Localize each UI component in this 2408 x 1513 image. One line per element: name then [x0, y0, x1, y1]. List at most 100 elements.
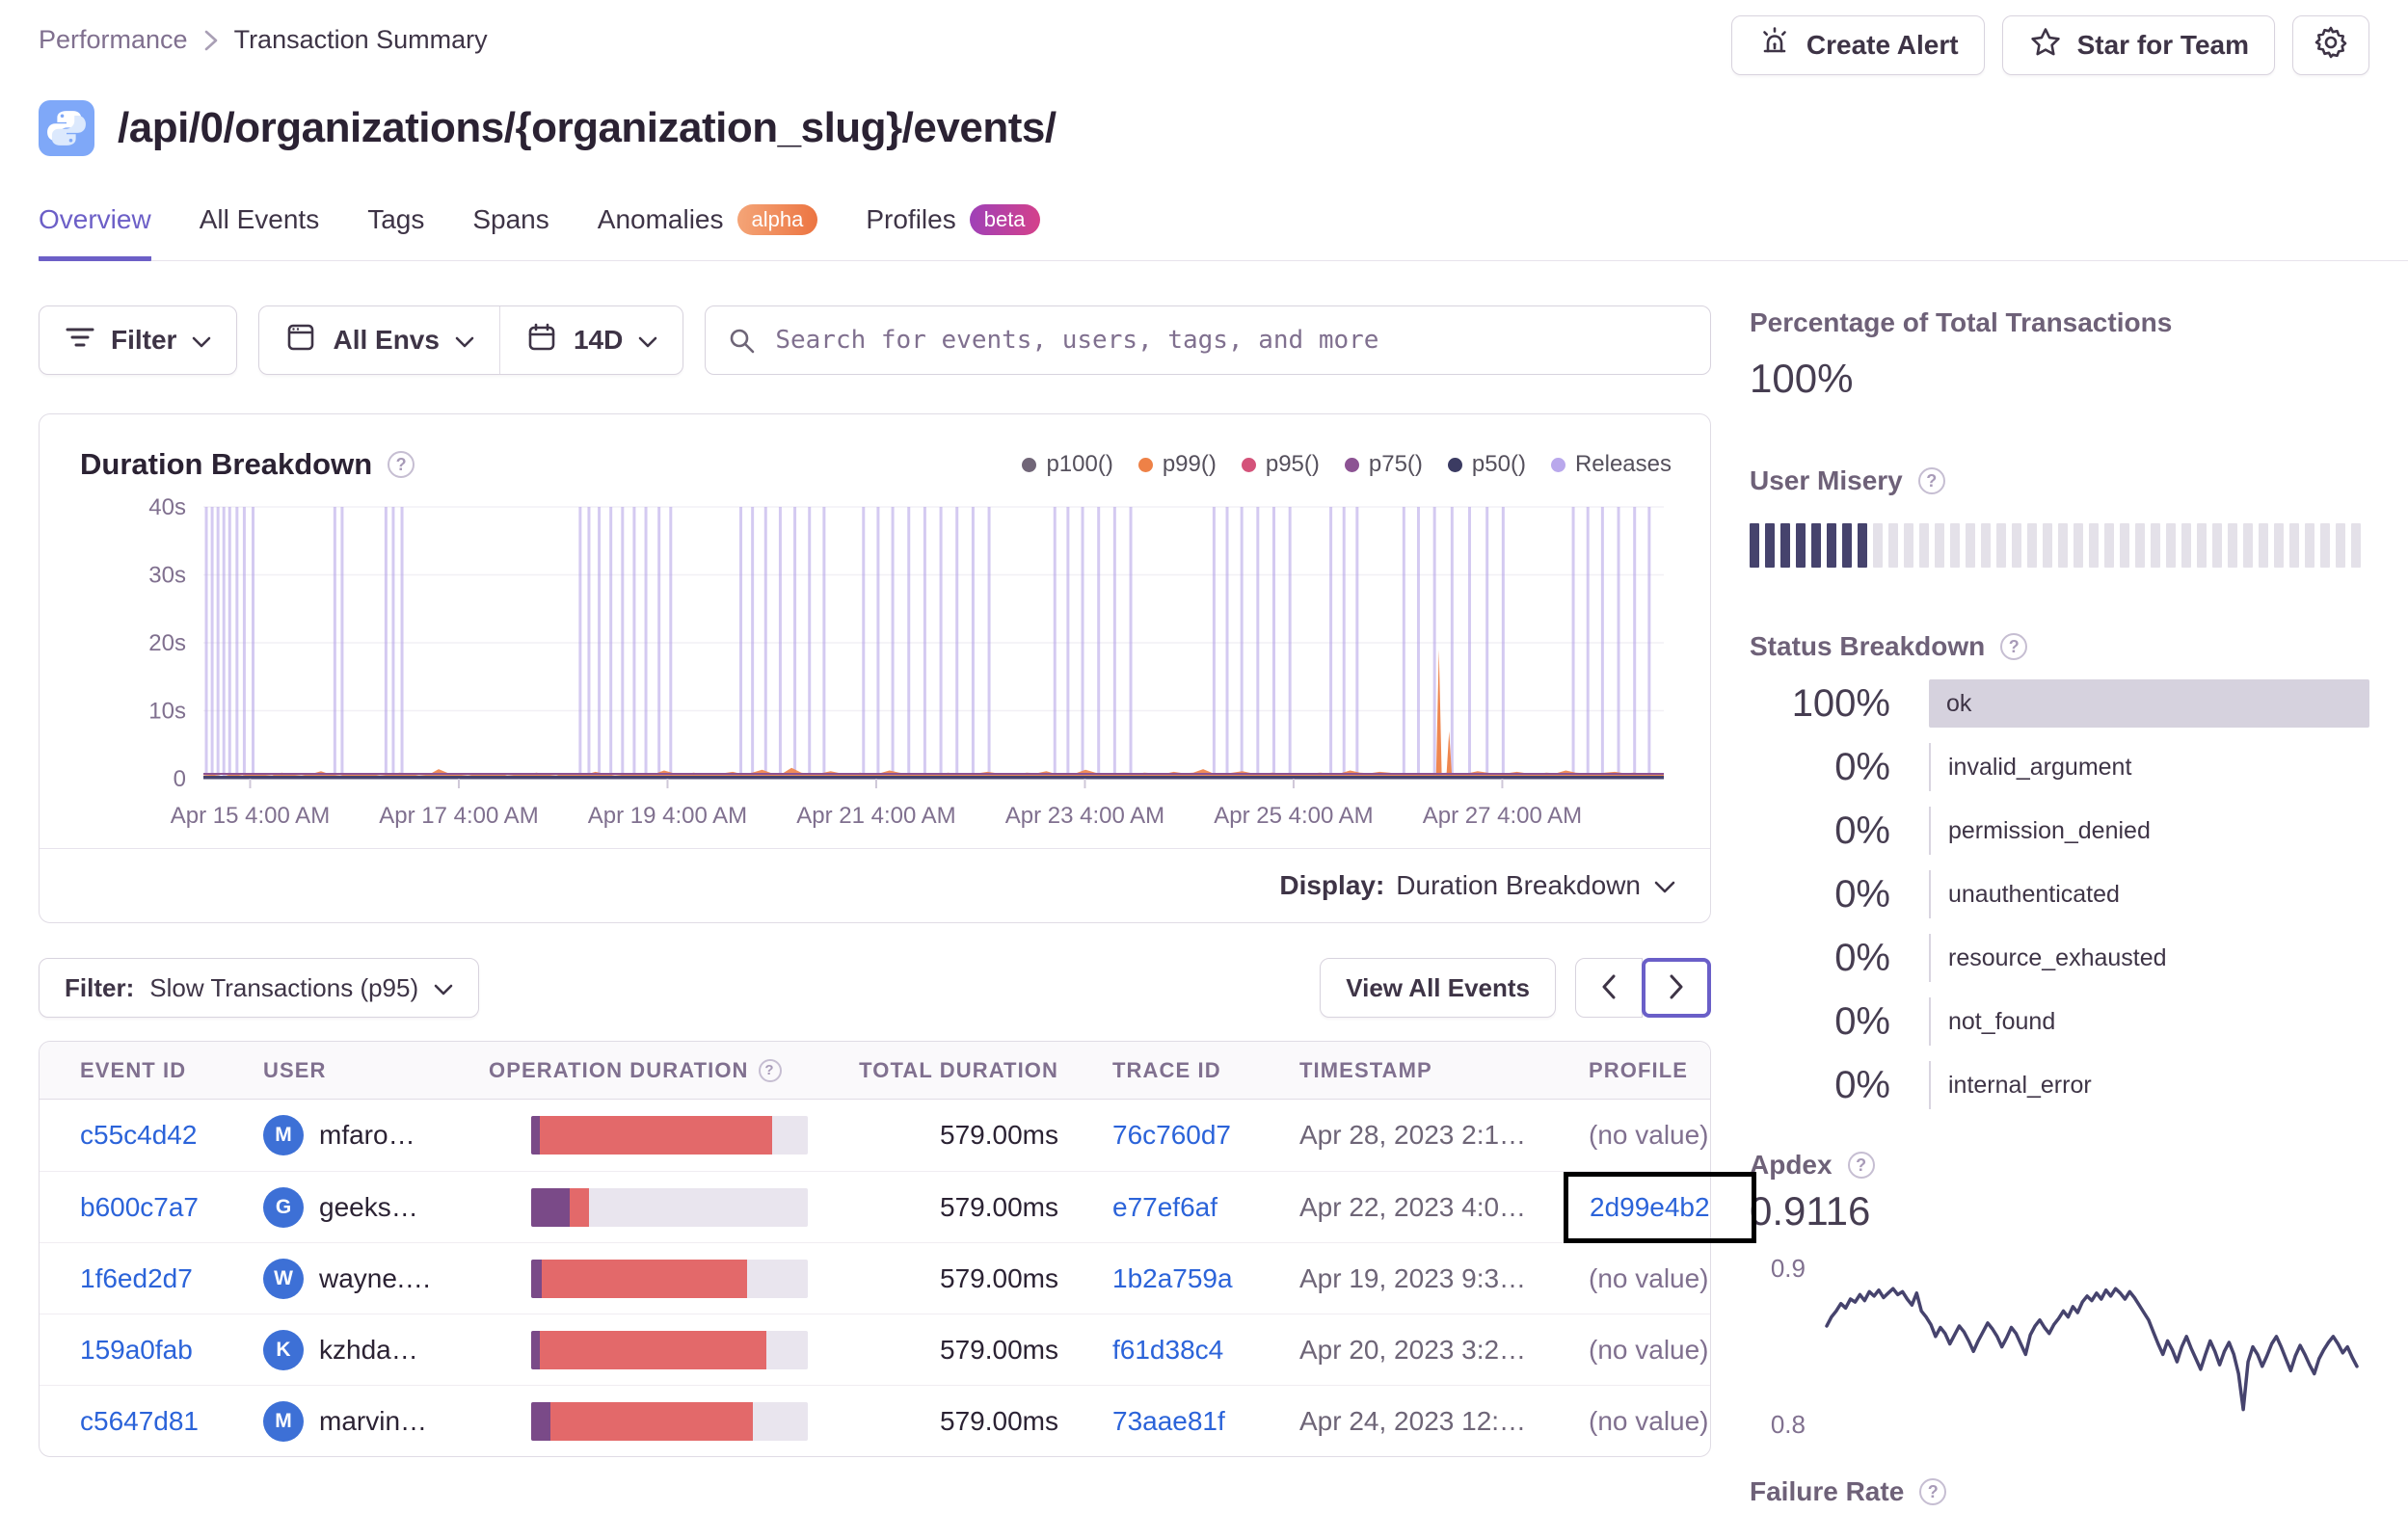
- trace-id-link[interactable]: 1b2a759a: [1112, 1263, 1233, 1294]
- tab-label: Profiles: [866, 204, 956, 235]
- column-header-label: OPERATION DURATION: [489, 1057, 749, 1082]
- profile-link[interactable]: 2d99e4b2: [1590, 1192, 1710, 1223]
- help-icon[interactable]: ?: [758, 1058, 782, 1082]
- event-id-link[interactable]: b600c7a7: [80, 1192, 200, 1223]
- user-misery-section: User Misery ?: [1750, 465, 2369, 569]
- legend-item-p75[interactable]: p75(): [1344, 451, 1423, 478]
- status-breakdown-rows: 100% ok 0% invalid_argument 0% permission_den…: [1750, 679, 2369, 1110]
- percentage-total-heading: Percentage of Total Transactions: [1750, 307, 2173, 338]
- profile-no-value: (no value): [1589, 1120, 1709, 1151]
- transaction-filter-label: Filter:: [65, 972, 135, 1002]
- operation-duration-cell: [489, 1188, 821, 1228]
- misery-tick-empty: [2151, 523, 2160, 569]
- pagination: [1575, 958, 1711, 1019]
- svg-text:Apr 19 4:00 AM: Apr 19 4:00 AM: [588, 803, 747, 829]
- event-id-cell: 1f6ed2d7: [80, 1263, 263, 1294]
- help-icon[interactable]: ?: [388, 451, 415, 479]
- tab-all-events[interactable]: All Events: [200, 204, 320, 261]
- operation-duration-bar: [531, 1331, 808, 1370]
- display-footer: Display: Duration Breakdown: [40, 848, 1710, 922]
- tab-anomalies[interactable]: Anomalies alpha: [598, 204, 818, 261]
- previous-page-button[interactable]: [1575, 958, 1643, 1019]
- status-row-internal-error: 0% internal_error: [1750, 1061, 2369, 1110]
- apdex-value: 0.9116: [1750, 1188, 1871, 1234]
- star-for-team-label: Star for Team: [2076, 30, 2249, 60]
- profile-no-value: (no value): [1589, 1335, 1709, 1366]
- trace-id-cell: 76c760d7: [1058, 1120, 1299, 1151]
- filter-button[interactable]: Filter: [39, 305, 238, 376]
- event-id-link[interactable]: c5647d81: [80, 1406, 200, 1437]
- view-all-events-label: View All Events: [1346, 972, 1530, 1002]
- svg-text:20s: 20s: [148, 630, 186, 656]
- help-icon[interactable]: ?: [1919, 1478, 1947, 1506]
- status-percent: 100%: [1791, 681, 1890, 725]
- legend-item-p50[interactable]: p50(): [1447, 451, 1526, 478]
- search-wrap: [705, 305, 1711, 376]
- op-segment-purple: [531, 1402, 551, 1442]
- tab-overview[interactable]: Overview: [39, 204, 151, 262]
- timestamp-cell: Apr 22, 2023 4:0…: [1299, 1192, 1527, 1223]
- legend-item-p100[interactable]: p100(): [1022, 451, 1113, 478]
- column-header-operation-duration: OPERATION DURATION?: [489, 1058, 821, 1083]
- settings-button[interactable]: [2292, 15, 2369, 75]
- next-page-button[interactable]: [1642, 958, 1711, 1019]
- event-id-link[interactable]: 159a0fab: [80, 1335, 193, 1366]
- legend-item-p95[interactable]: p95(): [1241, 451, 1320, 478]
- events-controls: Filter: Slow Transactions (p95) View All…: [39, 958, 1711, 1019]
- legend-item-releases[interactable]: Releases: [1550, 451, 1672, 478]
- environment-selector[interactable]: All Envs: [259, 306, 498, 374]
- event-id-link[interactable]: 1f6ed2d7: [80, 1263, 193, 1294]
- tab-spans[interactable]: Spans: [472, 204, 548, 261]
- misery-tick-empty: [2120, 523, 2129, 569]
- trace-id-link[interactable]: 73aae81f: [1112, 1406, 1225, 1437]
- display-selector[interactable]: Duration Breakdown: [1396, 870, 1675, 901]
- event-id-link[interactable]: c55c4d42: [80, 1120, 198, 1151]
- operation-duration-bar: [531, 1116, 808, 1155]
- tabs: Overview All Events Tags Spans Anomalies alph…: [39, 204, 2408, 262]
- legend-item-p99[interactable]: p99(): [1137, 451, 1217, 478]
- help-icon[interactable]: ?: [2000, 633, 2028, 661]
- misery-tick-empty: [2259, 523, 2268, 569]
- trace-id-link[interactable]: e77ef6af: [1112, 1192, 1217, 1223]
- alpha-badge: alpha: [736, 204, 818, 236]
- misery-tick-filled: [1796, 523, 1806, 569]
- tab-profiles[interactable]: Profiles beta: [866, 204, 1040, 261]
- search-input[interactable]: [705, 305, 1711, 376]
- avatar: M: [263, 1115, 304, 1156]
- create-alert-button[interactable]: Create Alert: [1730, 15, 1985, 75]
- percentage-total-section: Percentage of Total Transactions 100%: [1750, 307, 2369, 402]
- breadcrumb-performance[interactable]: Performance: [39, 25, 188, 54]
- view-all-events-button[interactable]: View All Events: [1320, 958, 1556, 1019]
- star-for-team-button[interactable]: Star for Team: [2001, 15, 2275, 75]
- percentage-total-value: 100%: [1750, 356, 1854, 402]
- misery-tick-empty: [2212, 523, 2222, 569]
- apdex-heading: Apdex ?: [1750, 1150, 2369, 1181]
- transaction-filter-selector[interactable]: Filter: Slow Transactions (p95): [39, 958, 480, 1019]
- help-icon[interactable]: ?: [1847, 1152, 1875, 1180]
- python-icon: [39, 100, 94, 156]
- failure-rate-section: Failure Rate ? 0.12%: [1750, 1476, 2369, 1513]
- siren-icon: [1757, 25, 1792, 66]
- misery-tick-empty: [2336, 523, 2345, 569]
- status-row-resource-exhausted: 0% resource_exhausted: [1750, 934, 2369, 983]
- misery-tick-empty: [2289, 523, 2299, 569]
- main-column: Filter All Envs: [39, 261, 1756, 1458]
- trace-id-link[interactable]: f61d38c4: [1112, 1335, 1224, 1366]
- misery-tick-empty: [2089, 523, 2099, 569]
- trace-id-link[interactable]: 76c760d7: [1112, 1120, 1232, 1151]
- tab-label: Spans: [472, 204, 549, 235]
- svg-text:Apr 27 4:00 AM: Apr 27 4:00 AM: [1423, 803, 1582, 829]
- status-label: internal_error: [1929, 1061, 2369, 1110]
- trace-id-cell: e77ef6af: [1058, 1192, 1299, 1223]
- tab-tags[interactable]: Tags: [367, 204, 424, 261]
- svg-text:0: 0: [174, 766, 186, 792]
- operation-duration-cell: [489, 1402, 821, 1442]
- help-icon[interactable]: ?: [1917, 467, 1945, 495]
- chevron-down-icon: [455, 325, 474, 356]
- column-header-label: TRACE ID: [1112, 1057, 1221, 1082]
- op-segment-purple: [531, 1260, 543, 1299]
- user-name: kzhda…: [319, 1335, 418, 1366]
- date-range-selector[interactable]: 14D: [498, 306, 682, 375]
